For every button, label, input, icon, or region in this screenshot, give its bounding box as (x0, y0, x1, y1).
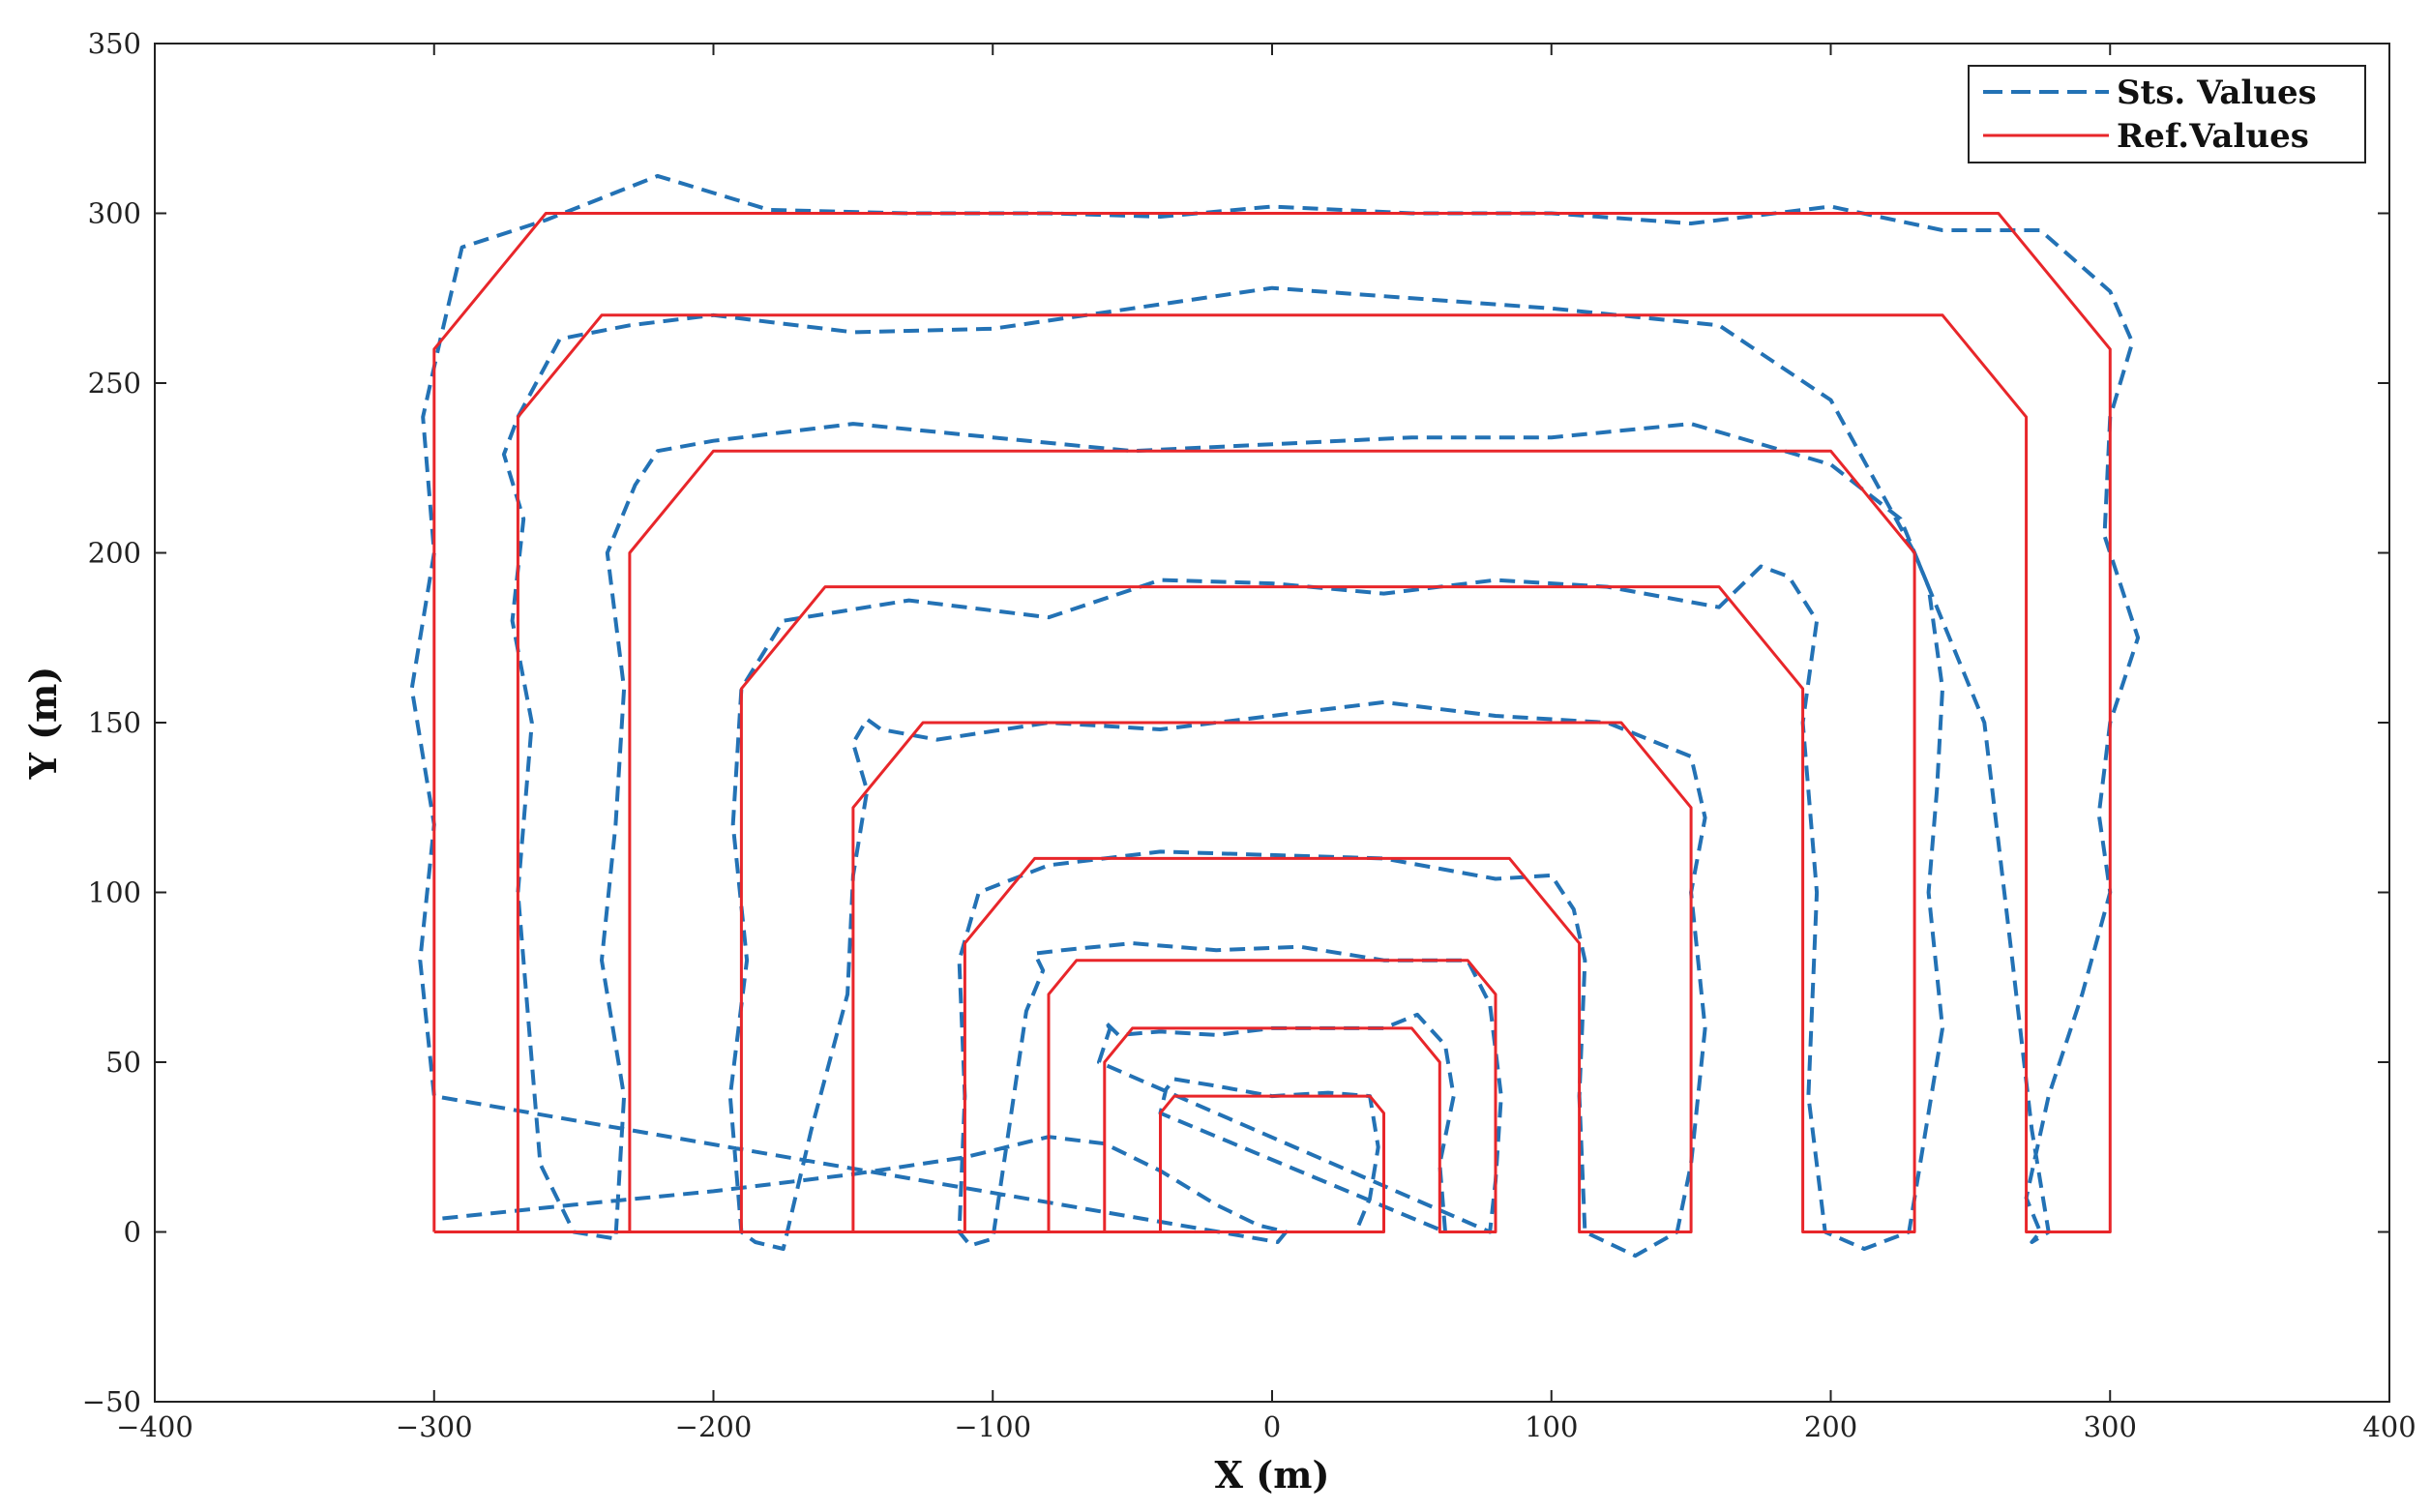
x-tick-label: 200 (1804, 1410, 1857, 1443)
y-tick-label: −50 (82, 1385, 141, 1418)
x-tick-label: 0 (1263, 1410, 1281, 1443)
y-tick-label: 100 (88, 876, 141, 909)
x-tick-label: 300 (2084, 1410, 2137, 1443)
series-sts-values-line (409, 173, 2141, 1259)
y-tick-label: 200 (88, 537, 141, 570)
y-tick-label: 150 (88, 706, 141, 739)
y-axis-title: Y (m) (21, 667, 65, 781)
x-axis-title: X (m) (1215, 1453, 1330, 1497)
y-tick-label: 50 (105, 1046, 141, 1079)
y-tick-label: 250 (88, 367, 141, 400)
x-tick-label: −300 (396, 1410, 473, 1443)
series-ref-values-line (432, 212, 2112, 1233)
legend-label-ref: Ref.Values (2117, 117, 2309, 156)
x-tick-label: −100 (954, 1410, 1031, 1443)
y-tick-label: 300 (88, 197, 141, 230)
x-tick-label: 400 (2362, 1410, 2416, 1443)
x-tick-label: −200 (675, 1410, 753, 1443)
x-tick-label: −400 (116, 1410, 193, 1443)
series-layer (409, 173, 2141, 1259)
tick-layer: −400 −300 −200 −100 0 100 200 300 400 −50 0 50 100 15… (82, 27, 2416, 1443)
y-tick-label: 350 (88, 27, 141, 60)
legend-label-sts: Sts. Values (2117, 74, 2317, 112)
y-tick-label: 0 (124, 1216, 141, 1249)
legend-box (1968, 65, 2366, 163)
x-tick-label: 100 (1525, 1410, 1578, 1443)
legend: Sts. Values Ref.Values (1968, 65, 2366, 163)
